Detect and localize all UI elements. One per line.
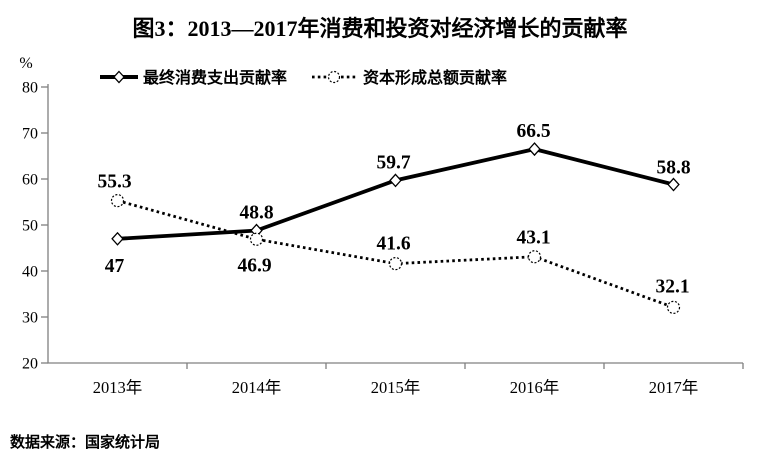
diamond-marker — [389, 173, 402, 188]
data-label: 58.8 — [656, 158, 690, 179]
x-axis-label: 2014年 — [232, 378, 282, 397]
legend-circle-marker — [327, 70, 341, 84]
circle-marker — [388, 257, 403, 271]
legend-diamond-marker — [113, 70, 125, 84]
data-label: 47 — [105, 256, 125, 277]
data-label: 32.1 — [655, 276, 689, 297]
y-axis-tick-label: 70 — [22, 126, 38, 143]
data-label: 43.1 — [516, 228, 550, 249]
data-label: 41.6 — [376, 234, 410, 255]
y-axis-tick-label: 50 — [22, 218, 38, 235]
diamond-marker — [667, 177, 680, 192]
data-label: 46.9 — [237, 255, 271, 276]
diamond-marker — [111, 231, 124, 246]
circle-marker — [249, 232, 264, 246]
y-axis-unit-label: % — [19, 55, 32, 72]
y-axis-tick-label: 60 — [22, 172, 38, 189]
diamond-marker — [528, 142, 541, 157]
x-axis-label: 2016年 — [510, 378, 560, 397]
y-axis-tick-label: 80 — [22, 80, 38, 97]
y-axis-tick-label: 30 — [22, 310, 38, 327]
data-label: 66.5 — [516, 121, 550, 142]
data-source-note: 数据来源：国家统计局 — [10, 434, 161, 451]
circle-marker — [666, 300, 681, 314]
data-label: 48.8 — [239, 203, 273, 224]
x-axis-label: 2013年 — [93, 378, 143, 397]
data-label: 59.7 — [376, 152, 410, 173]
legend-label: 资本形成总额贡献率 — [363, 68, 507, 87]
x-axis-label: 2015年 — [371, 378, 421, 397]
y-axis-tick-label: 40 — [22, 264, 38, 281]
circle-marker — [527, 250, 542, 264]
legend-label: 最终消费支出贡献率 — [143, 68, 287, 87]
data-label: 55.3 — [97, 172, 131, 193]
x-axis-label: 2017年 — [649, 378, 699, 397]
axis-lines — [47, 84, 743, 364]
chart-title: 图3：2013—2017年消费和投资对经济增长的贡献率 — [132, 16, 628, 41]
y-axis-tick-label: 20 — [22, 356, 38, 373]
circle-marker — [110, 194, 125, 208]
